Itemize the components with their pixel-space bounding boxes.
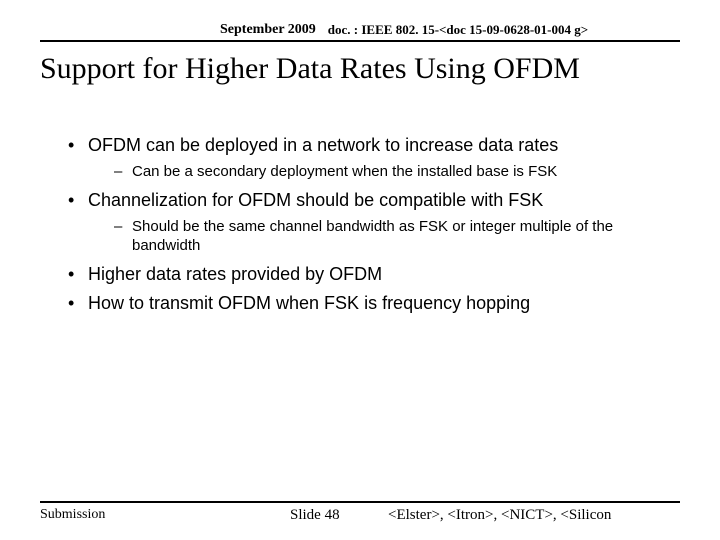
header-date: September 2009 <box>40 22 316 40</box>
bullet-text: Channelization for OFDM should be compat… <box>88 190 543 210</box>
header-doc-id: doc. : IEEE 802. 15-<doc 15-09-0628-01-0… <box>316 22 588 40</box>
footer-rule: Submission Slide 48 <Elster>, <Itron>, <… <box>40 501 680 524</box>
slide-title: Support for Higher Data Rates Using OFDM <box>40 52 680 86</box>
bullet-item: Higher data rates provided by OFDM <box>40 263 680 286</box>
sub-bullet-item: Should be the same channel bandwidth as … <box>88 218 680 256</box>
slide-body: OFDM can be deployed in a network to inc… <box>40 134 680 320</box>
bullet-text: Higher data rates provided by OFDM <box>88 264 382 284</box>
slide: September 2009 doc. : IEEE 802. 15-<doc … <box>0 0 720 540</box>
bullet-item: How to transmit OFDM when FSK is frequen… <box>40 292 680 315</box>
footer-submission-label: Submission <box>40 507 290 523</box>
bullet-list: OFDM can be deployed in a network to inc… <box>40 134 680 314</box>
bullet-text: How to transmit OFDM when FSK is frequen… <box>88 293 530 313</box>
footer-slide-number: Slide 48 <box>290 507 380 524</box>
sub-bullet-list: Should be the same channel bandwidth as … <box>88 218 680 256</box>
bullet-item: Channelization for OFDM should be compat… <box>40 189 680 255</box>
footer-authors: <Elster>, <Itron>, <NICT>, <Silicon <box>380 507 680 524</box>
sub-bullet-list: Can be a secondary deployment when the i… <box>88 163 680 182</box>
sub-bullet-item: Can be a secondary deployment when the i… <box>88 163 680 182</box>
bullet-text: OFDM can be deployed in a network to inc… <box>88 135 558 155</box>
header-rule: September 2009 doc. : IEEE 802. 15-<doc … <box>40 22 680 42</box>
bullet-item: OFDM can be deployed in a network to inc… <box>40 134 680 181</box>
footer: Submission Slide 48 <Elster>, <Itron>, <… <box>40 501 680 524</box>
header: September 2009 doc. : IEEE 802. 15-<doc … <box>40 22 680 86</box>
